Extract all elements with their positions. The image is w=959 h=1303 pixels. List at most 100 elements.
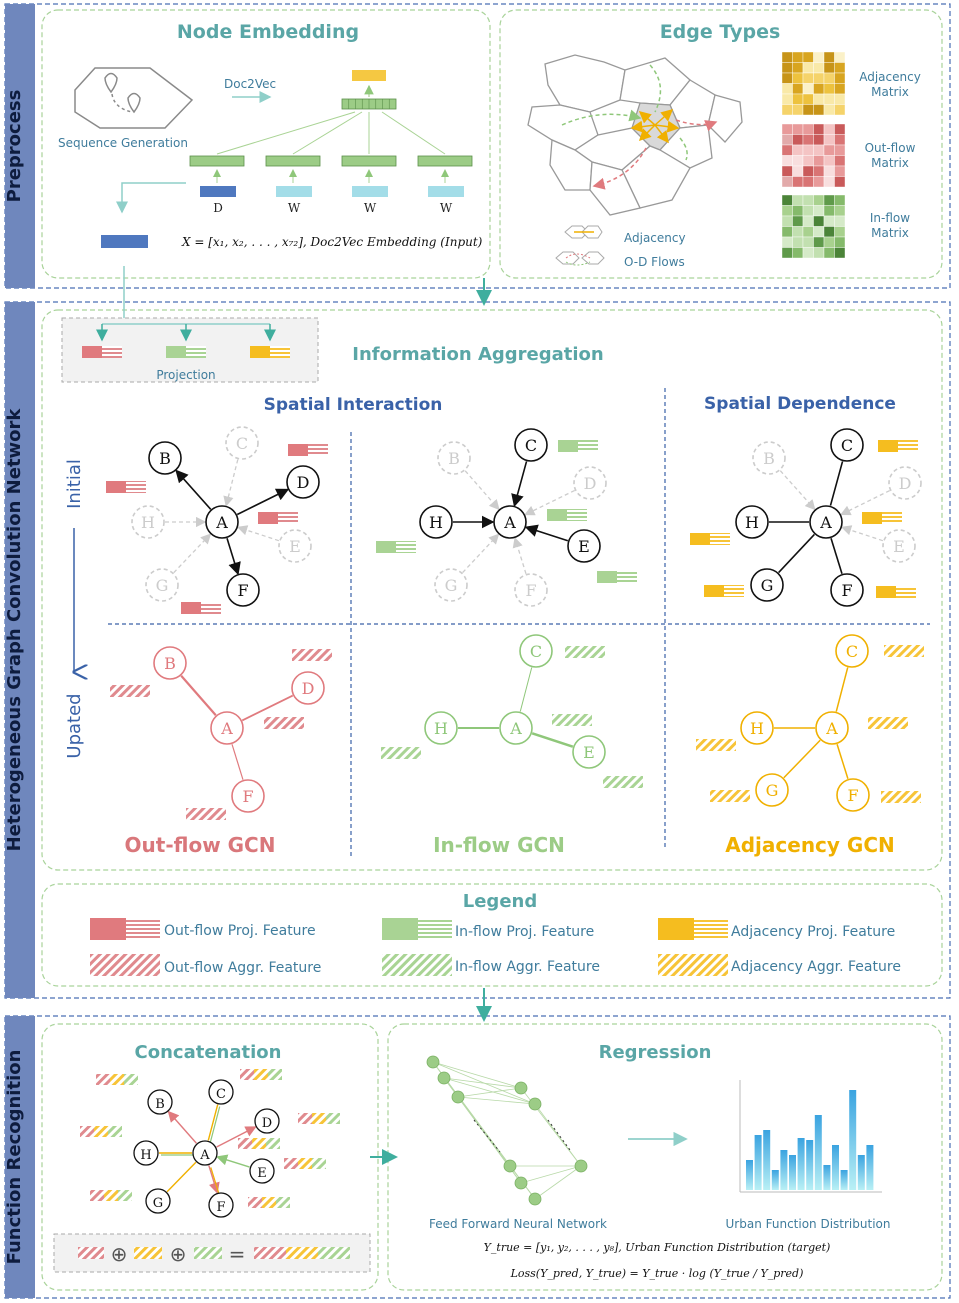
- ytrue-formula: Y_true = [y₁, y₂, . . . , y₈], Urban Fun…: [484, 1241, 831, 1254]
- node-label: A: [220, 719, 233, 738]
- projection-feature: [896, 586, 916, 598]
- graph-node: [145, 568, 179, 602]
- nn-neuron: [451, 1090, 465, 1104]
- graph-node: [809, 505, 843, 539]
- graph-node: [208, 1192, 234, 1218]
- node-label: B: [763, 449, 775, 468]
- node-label: A: [825, 719, 838, 738]
- node-label: A: [503, 513, 516, 532]
- graph-edge: [835, 667, 849, 712]
- nn-neuron: [426, 1055, 440, 1069]
- node-label: H: [750, 719, 764, 738]
- graph-node: [499, 711, 533, 745]
- section-label-function-recognition: Function Recognition: [4, 1050, 25, 1265]
- concat-feature: [312, 1158, 326, 1169]
- graph-node: [740, 711, 774, 745]
- node-label: F: [847, 786, 858, 805]
- nn-neuron: [503, 1159, 517, 1173]
- node-label: F: [841, 581, 852, 600]
- adjacency-legend-icon: [564, 225, 603, 239]
- node-label: E: [289, 537, 301, 556]
- aggregation-feature: [552, 714, 592, 726]
- graph-edge: [512, 537, 527, 574]
- graph-node: [192, 1140, 218, 1166]
- node-label: H: [745, 513, 759, 532]
- section-label-hgcn: Heterogeneous Graph Convolution Network: [4, 408, 25, 852]
- gcn-title-adjacency: Adjacency GCN: [725, 833, 895, 857]
- projection-feature: [876, 586, 896, 598]
- matrix-icons: [781, 51, 846, 259]
- initial-graph: A B C D E F G H: [376, 428, 637, 607]
- distribution-bar: [849, 1090, 857, 1190]
- updated-graph: A B D F: [110, 646, 332, 820]
- distribution-bar: [823, 1165, 831, 1190]
- graph-edge: [783, 739, 821, 779]
- legend-item: Adjacency Proj. Feature: [731, 924, 895, 940]
- concat-feature: [266, 1138, 280, 1149]
- graph-edge: [840, 525, 884, 542]
- projection-feature: [126, 481, 146, 493]
- matrix-heatmap-icon: [781, 51, 846, 116]
- urban-function-distribution-chart: [739, 1080, 882, 1193]
- distribution-bar: [866, 1145, 874, 1190]
- updated-label: Upated: [64, 693, 85, 758]
- projection-feature: [181, 602, 201, 614]
- graph-node: [424, 711, 458, 745]
- projection-feature: [278, 512, 298, 524]
- nn-connection: [534, 1165, 582, 1200]
- sequence-generation-label: Sequence Generation: [58, 136, 188, 150]
- inner-panels: [41, 9, 943, 1291]
- projection-feature: [376, 541, 396, 553]
- node-label: H: [140, 1148, 151, 1163]
- graph-node: [419, 505, 453, 539]
- nn-ellipsis: [473, 1119, 501, 1153]
- concat-feature: [124, 1074, 138, 1085]
- aggregation-feature: [881, 791, 921, 803]
- nn-neuron: [574, 1159, 588, 1173]
- concat-feature: [80, 1126, 94, 1137]
- node-label: H: [141, 513, 155, 532]
- graph-node: [882, 529, 916, 563]
- node-embedding-panel: Node Embedding Sequence Generation Doc2V…: [58, 21, 483, 249]
- aggregation-feature: [884, 645, 924, 657]
- graph-edge: [830, 538, 843, 574]
- graph-node: [225, 426, 259, 460]
- svg-text:=: =: [229, 1242, 246, 1266]
- matrix-label-inflow: In-flow Matrix: [870, 211, 910, 240]
- section-hgcn: Heterogeneous Graph Convolution Network: [4, 301, 951, 999]
- projection-feature: [201, 602, 221, 614]
- region-map-icon: [527, 54, 743, 216]
- legend-item: In-flow Proj. Feature: [455, 924, 594, 940]
- graph-node: [836, 778, 870, 812]
- graph-node: [519, 634, 553, 668]
- aggregation-feature: [186, 808, 226, 820]
- section-preprocess: Preprocess: [4, 3, 951, 289]
- distribution-bar: [771, 1170, 779, 1190]
- legend-item: In-flow Aggr. Feature: [455, 959, 600, 975]
- node-label: B: [448, 449, 460, 468]
- distribution-bar: [746, 1160, 753, 1190]
- matrix-heatmap-icon: [781, 194, 846, 259]
- aggregation-feature: [264, 717, 304, 729]
- nn-neuron: [514, 1176, 528, 1190]
- node-label: A: [215, 513, 228, 532]
- graph-edge: [840, 489, 891, 516]
- graph-node: [148, 441, 182, 475]
- node-label: C: [525, 436, 537, 455]
- legend: Legend Out-flow Proj. Feature In-flow Pr…: [90, 891, 901, 976]
- section-label-preprocess: Preprocess: [4, 90, 25, 203]
- node-label: D: [899, 474, 912, 493]
- concat-feature: [248, 1197, 262, 1208]
- graph-edge: [175, 469, 212, 510]
- projection-feature: [567, 509, 587, 521]
- projection-feature: [597, 571, 617, 583]
- nn-connection: [457, 1096, 536, 1105]
- node-label: D: [302, 679, 315, 698]
- node-label: E: [257, 1166, 267, 1181]
- doc-vector-output: [352, 70, 386, 81]
- graph-node: [888, 466, 922, 500]
- concat-feature: [238, 1138, 252, 1149]
- adjacency-arrows: [630, 109, 680, 144]
- node-label: E: [578, 537, 590, 556]
- edge-types-title: Edge Types: [660, 21, 781, 43]
